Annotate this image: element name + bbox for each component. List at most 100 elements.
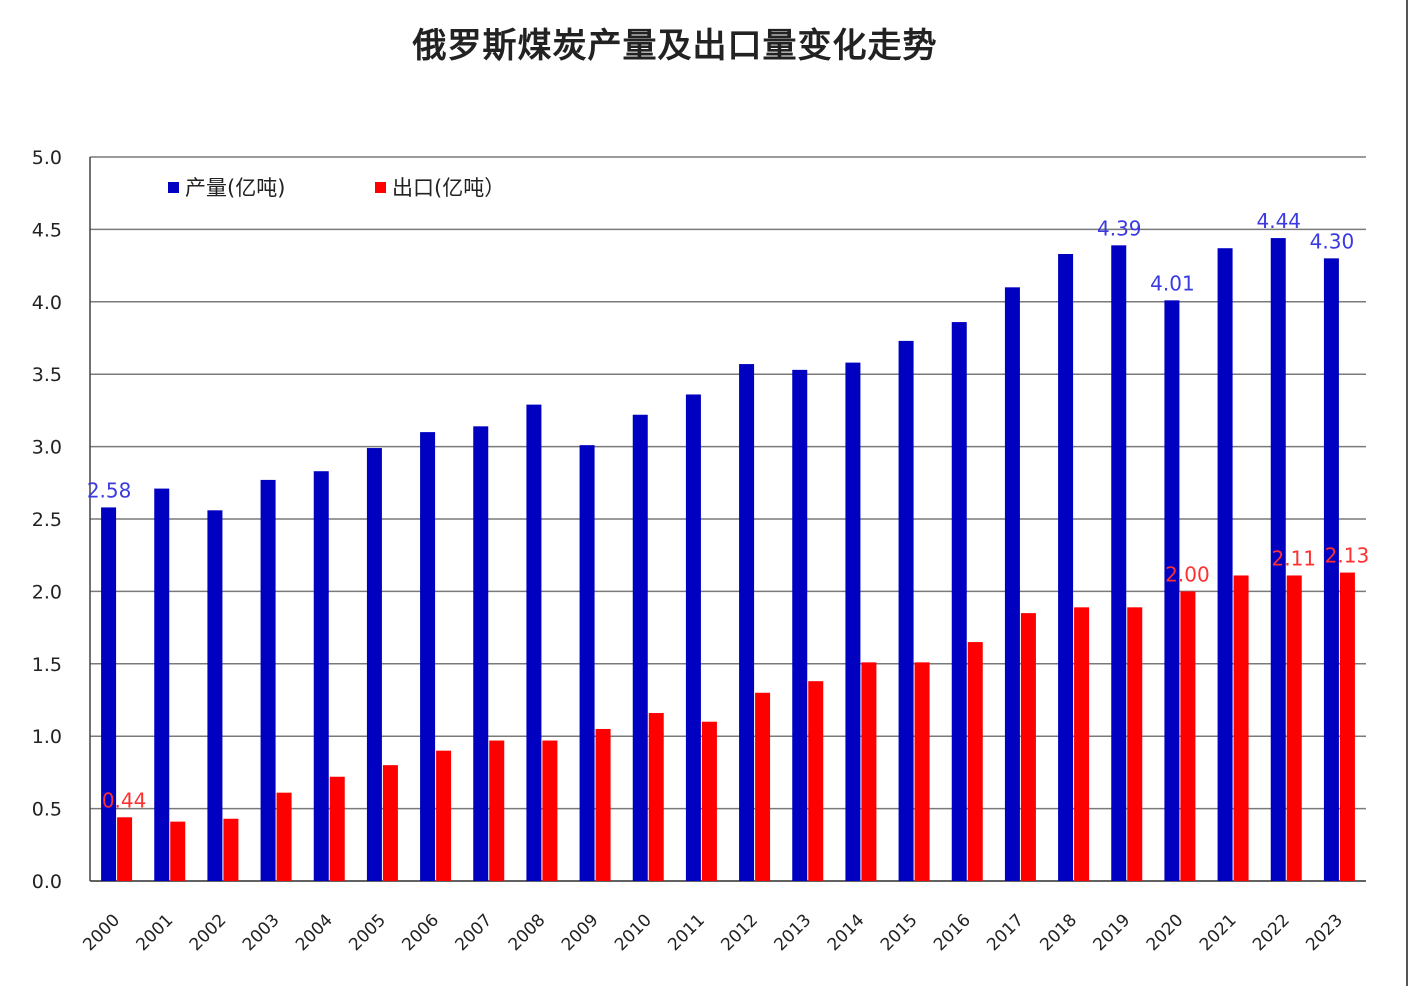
data-label-production: 4.30 (1310, 229, 1355, 253)
x-tick-label: 2017 (983, 910, 1028, 955)
x-tick-label: 2020 (1143, 910, 1188, 955)
bar-production (420, 432, 436, 881)
bar-export (1180, 591, 1196, 881)
bar-production (792, 369, 808, 881)
x-tick-label: 2010 (611, 910, 656, 955)
bar-production (207, 510, 223, 881)
bar-export (1127, 607, 1143, 881)
bar-production (473, 426, 489, 881)
bar-production (898, 340, 914, 881)
bar-export (1020, 613, 1036, 881)
x-tick-label: 2016 (930, 910, 975, 955)
bar-production (154, 488, 170, 881)
y-tick-label: 3.0 (32, 437, 62, 459)
bar-production (739, 364, 755, 882)
bar-export (1339, 572, 1355, 881)
bar-production (632, 414, 648, 881)
bar-export (701, 721, 717, 881)
y-tick-label: 2.5 (32, 509, 62, 531)
x-tick-label: 2022 (1249, 910, 1294, 955)
x-tick-label: 2021 (1196, 910, 1241, 955)
bar-production (1217, 248, 1233, 881)
bar-export (436, 750, 452, 881)
bar-export (542, 740, 558, 881)
bar-export (595, 728, 611, 881)
chart-title: 俄罗斯煤炭产量及出口量变化走势 (412, 26, 938, 66)
x-tick-label: 2011 (664, 910, 709, 955)
x-tick-label: 2006 (398, 910, 443, 955)
x-tick-label: 2012 (717, 910, 762, 955)
bar-export (1286, 575, 1302, 881)
bar-export (276, 792, 292, 881)
x-tick-label: 2009 (558, 910, 603, 955)
gridlines (89, 156, 1366, 882)
y-tick-label: 4.0 (32, 292, 62, 314)
legend-label-export: 出口(亿吨） (392, 176, 505, 200)
bar-export (648, 713, 664, 881)
bar-production (101, 507, 117, 881)
bar-export (1233, 575, 1249, 881)
legend: 产量(亿吨) 出口(亿吨） (168, 176, 505, 200)
bar-production (366, 448, 382, 881)
x-axis-ticks: 2000 2001 2002 2003 2004 2005 2006 2007 2008 2009… (79, 910, 1347, 955)
y-tick-label: 4.5 (32, 219, 62, 241)
bar-production (1270, 238, 1286, 881)
x-tick-label: 2001 (133, 910, 178, 955)
x-tick-label: 2002 (186, 910, 231, 955)
data-label-export: 2.11 (1271, 546, 1316, 570)
bar-production (1323, 258, 1339, 881)
x-tick-label: 2003 (239, 910, 284, 955)
bar-export (755, 692, 771, 881)
data-label-production: 4.44 (1256, 209, 1301, 233)
bar-production (526, 404, 542, 881)
bar-export (1074, 607, 1090, 881)
x-tick-label: 2004 (292, 910, 337, 955)
bar-production (1164, 300, 1180, 881)
bar-production (951, 322, 967, 881)
data-labels: 2.58 4.39 4.01 4.44 4.30 0.44 2.00 2.11 2.13 (87, 209, 1369, 812)
bar-production (845, 362, 861, 882)
y-tick-label: 0.0 (32, 871, 62, 893)
bar-export (861, 662, 877, 881)
x-tick-label: 2018 (1036, 910, 1081, 955)
bar-production (1058, 254, 1074, 882)
x-tick-label: 2014 (824, 910, 869, 955)
bar-export (808, 681, 824, 881)
data-label-export: 2.00 (1165, 562, 1210, 586)
data-label-production: 4.01 (1150, 271, 1195, 295)
bar-export (223, 818, 239, 881)
bar-export (967, 642, 983, 881)
x-tick-label: 2008 (505, 910, 550, 955)
y-tick-label: 1.0 (32, 726, 62, 748)
data-label-production: 2.58 (87, 478, 132, 502)
y-tick-label: 1.5 (32, 654, 62, 676)
y-tick-label: 2.0 (32, 581, 62, 603)
x-tick-label: 2005 (345, 910, 390, 955)
legend-swatch-export (375, 182, 386, 193)
bar-export (914, 662, 930, 881)
bar-export (382, 765, 398, 881)
x-tick-label: 2000 (79, 910, 124, 955)
x-tick-label: 2007 (452, 910, 497, 955)
bars (101, 238, 1355, 882)
bar-production (1111, 245, 1127, 881)
legend-swatch-production (168, 182, 179, 193)
bar-production (313, 471, 329, 881)
y-axis-ticks: 0.0 0.5 1.0 1.5 2.0 2.5 3.0 3.5 4.0 4.5 5.0 (32, 147, 62, 893)
bar-production (685, 394, 701, 881)
bar-production (1004, 287, 1020, 881)
bar-export (170, 821, 186, 881)
bar-production (260, 479, 276, 881)
bar-export (117, 817, 133, 881)
legend-label-production: 产量(亿吨) (185, 176, 285, 200)
x-tick-label: 2013 (771, 910, 816, 955)
y-tick-label: 5.0 (32, 147, 62, 169)
x-tick-label: 2023 (1302, 910, 1347, 955)
y-tick-label: 0.5 (32, 799, 62, 821)
x-tick-label: 2019 (1090, 910, 1135, 955)
bar-export (329, 776, 345, 881)
bar-production (579, 445, 595, 881)
x-tick-label: 2015 (877, 910, 922, 955)
